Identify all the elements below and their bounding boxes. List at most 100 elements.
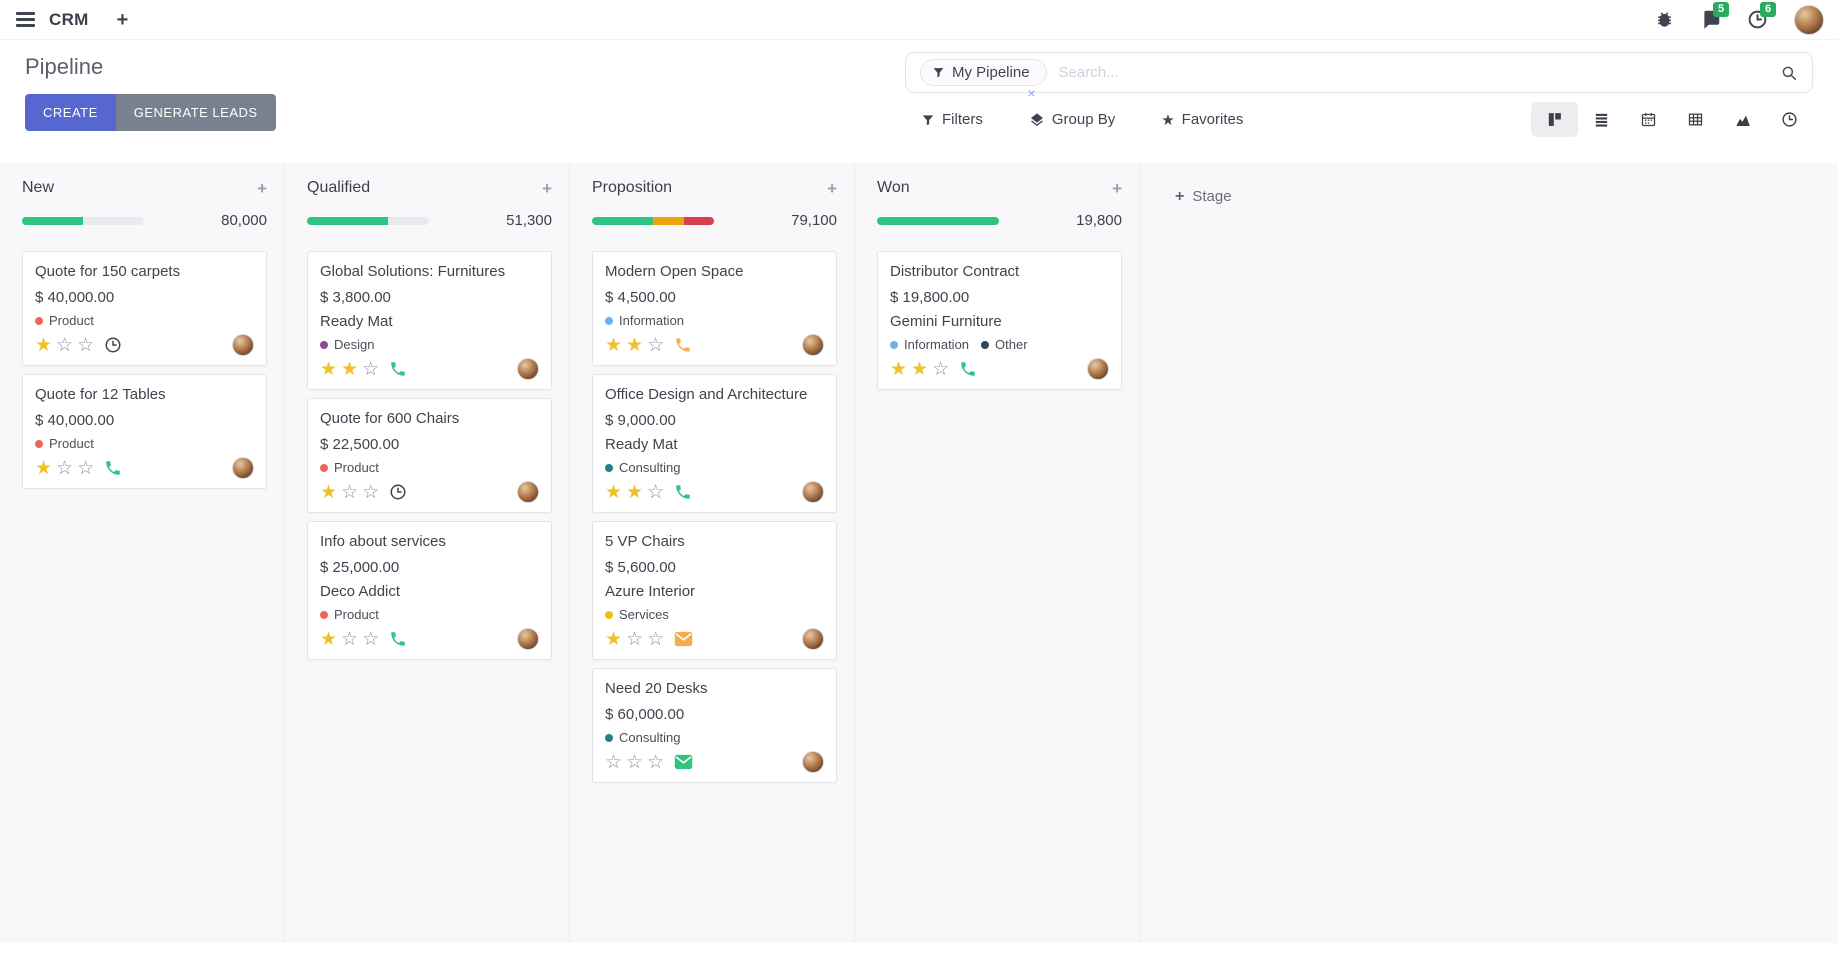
activities-clock-icon[interactable]: 6 [1747, 2, 1777, 30]
star-icon[interactable]: ☆ [56, 334, 74, 356]
view-activity-button[interactable] [1766, 102, 1813, 137]
star-icon[interactable]: ★ [605, 334, 623, 356]
phone-activity-icon[interactable] [674, 336, 692, 354]
priority-stars[interactable]: ☆ ☆ ☆ [605, 753, 664, 772]
user-avatar[interactable] [1794, 4, 1824, 35]
star-icon[interactable]: ☆ [362, 358, 380, 380]
kanban-card[interactable]: Info about services $ 25,000.00 Deco Addic… [307, 521, 552, 660]
create-button[interactable]: CREATE [25, 94, 116, 131]
kanban-card[interactable]: Quote for 600 Chairs $ 22,500.00 Product ★ ☆… [307, 398, 552, 513]
quick-add-icon[interactable]: + [827, 178, 837, 198]
view-calendar-button[interactable] [1625, 102, 1672, 137]
salesperson-avatar[interactable] [517, 481, 539, 503]
star-icon[interactable]: ★ [911, 358, 929, 380]
view-graph-button[interactable] [1719, 102, 1766, 137]
kanban-card[interactable]: Need 20 Desks $ 60,000.00 Consulting ☆ ☆ ☆ [592, 668, 837, 783]
phone-activity-icon[interactable] [674, 483, 692, 501]
salesperson-avatar[interactable] [517, 358, 539, 380]
generate-leads-button[interactable]: GENERATE LEADS [115, 94, 276, 131]
star-icon[interactable]: ★ [35, 457, 53, 479]
star-icon[interactable]: ★ [626, 334, 644, 356]
search-bar[interactable]: My Pipeline × [905, 52, 1813, 100]
add-app-icon[interactable]: + [116, 8, 129, 31]
star-icon[interactable]: ☆ [341, 628, 359, 650]
star-icon[interactable]: ★ [320, 628, 338, 650]
priority-stars[interactable]: ★ ☆ ☆ [320, 630, 379, 649]
star-icon[interactable]: ★ [35, 334, 53, 356]
star-icon[interactable]: ☆ [647, 334, 665, 356]
column-progressbar[interactable] [307, 216, 429, 225]
salesperson-avatar[interactable] [232, 334, 254, 356]
salesperson-avatar[interactable] [802, 751, 824, 773]
salesperson-avatar[interactable] [1087, 358, 1109, 380]
star-icon[interactable]: ☆ [605, 751, 623, 773]
clock-activity-icon[interactable] [104, 336, 122, 354]
search-facet-my-pipeline[interactable]: My Pipeline × [920, 59, 1047, 100]
view-kanban-button[interactable] [1531, 102, 1578, 137]
salesperson-avatar[interactable] [802, 481, 824, 503]
view-list-button[interactable] [1578, 102, 1625, 137]
app-name[interactable]: CRM [49, 9, 89, 29]
priority-stars[interactable]: ★ ★ ☆ [890, 360, 949, 379]
star-icon[interactable]: ★ [605, 481, 623, 503]
quick-add-icon[interactable]: + [542, 178, 552, 198]
priority-stars[interactable]: ★ ☆ ☆ [35, 336, 94, 355]
kanban-card[interactable]: Office Design and Architecture $ 9,000.00… [592, 374, 837, 513]
star-icon[interactable]: ☆ [626, 751, 644, 773]
priority-stars[interactable]: ★ ☆ ☆ [35, 459, 94, 478]
salesperson-avatar[interactable] [232, 457, 254, 479]
star-icon[interactable]: ★ [320, 481, 338, 503]
column-progressbar[interactable] [877, 216, 999, 225]
envelope-activity-icon[interactable] [674, 754, 693, 770]
star-icon[interactable]: ★ [605, 628, 623, 650]
filters-menu[interactable]: Filters [921, 111, 983, 128]
star-icon[interactable]: ★ [626, 481, 644, 503]
column-title[interactable]: Qualified [307, 179, 371, 196]
view-pivot-button[interactable] [1672, 102, 1719, 137]
column-progressbar[interactable] [22, 216, 144, 225]
messages-icon[interactable]: 5 [1700, 2, 1730, 30]
phone-activity-icon[interactable] [959, 360, 977, 378]
kanban-card[interactable]: 5 VP Chairs $ 5,600.00 Azure Interior Servi… [592, 521, 837, 660]
column-title[interactable]: Won [877, 179, 910, 196]
hamburger-menu-icon[interactable] [14, 8, 37, 31]
star-icon[interactable]: ☆ [647, 481, 665, 503]
quick-add-icon[interactable]: + [1112, 178, 1122, 198]
priority-stars[interactable]: ★ ★ ☆ [605, 336, 664, 355]
add-stage-button[interactable]: + Stage [1140, 163, 1232, 943]
star-icon[interactable]: ☆ [362, 481, 380, 503]
star-icon[interactable]: ☆ [932, 358, 950, 380]
kanban-card[interactable]: Modern Open Space $ 4,500.00 Information ★ ★… [592, 251, 837, 366]
priority-stars[interactable]: ★ ☆ ☆ [320, 483, 379, 502]
priority-stars[interactable]: ★ ☆ ☆ [605, 630, 664, 649]
star-icon[interactable]: ☆ [341, 481, 359, 503]
search-icon[interactable] [1780, 64, 1798, 82]
star-icon[interactable]: ★ [320, 358, 338, 380]
kanban-card[interactable]: Quote for 150 carpets $ 40,000.00 Product ★… [22, 251, 267, 366]
phone-activity-icon[interactable] [104, 459, 122, 477]
clock-activity-icon[interactable] [389, 483, 407, 501]
column-title[interactable]: New [22, 179, 55, 196]
kanban-card[interactable]: Distributor Contract $ 19,800.00 Gemini Fu… [877, 251, 1122, 390]
salesperson-avatar[interactable] [802, 334, 824, 356]
column-title[interactable]: Proposition [592, 179, 673, 196]
quick-add-icon[interactable]: + [257, 178, 267, 198]
search-input[interactable] [1056, 63, 1780, 82]
star-icon[interactable]: ☆ [647, 751, 665, 773]
column-progressbar[interactable] [592, 216, 714, 225]
kanban-card[interactable]: Quote for 12 Tables $ 40,000.00 Product ★ ☆ ☆ [22, 374, 267, 489]
star-icon[interactable]: ★ [890, 358, 908, 380]
star-icon[interactable]: ☆ [626, 628, 644, 650]
star-icon[interactable]: ☆ [77, 334, 95, 356]
star-icon[interactable]: ★ [341, 358, 359, 380]
debug-bug-icon[interactable] [1655, 10, 1674, 29]
kanban-card[interactable]: Global Solutions: Furnitures $ 3,800.00 Re… [307, 251, 552, 390]
salesperson-avatar[interactable] [517, 628, 539, 650]
envelope-activity-icon[interactable] [674, 631, 693, 647]
phone-activity-icon[interactable] [389, 630, 407, 648]
favorites-menu[interactable]: ★ Favorites [1161, 111, 1243, 129]
facet-remove-icon[interactable]: × [1027, 85, 1036, 101]
star-icon[interactable]: ☆ [56, 457, 74, 479]
star-icon[interactable]: ☆ [77, 457, 95, 479]
group-by-menu[interactable]: Group By [1029, 111, 1115, 128]
